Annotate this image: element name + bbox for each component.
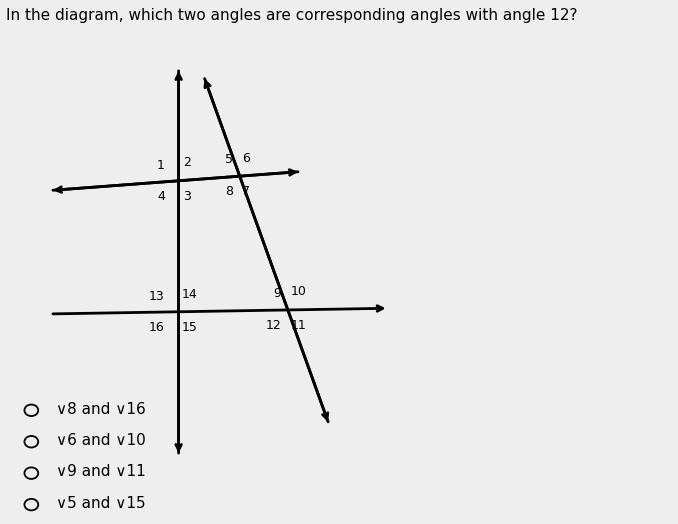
- Text: 16: 16: [149, 321, 165, 334]
- Text: ∨5 and ∨15: ∨5 and ∨15: [56, 496, 146, 511]
- Text: 3: 3: [183, 190, 191, 203]
- Text: 2: 2: [183, 156, 191, 169]
- Text: ∨6 and ∨10: ∨6 and ∨10: [56, 433, 146, 448]
- Text: 7: 7: [243, 185, 250, 199]
- Text: 9: 9: [273, 287, 281, 300]
- Text: 11: 11: [291, 319, 306, 332]
- Text: 5: 5: [225, 153, 233, 166]
- Text: 6: 6: [243, 151, 250, 165]
- Text: 15: 15: [182, 321, 197, 334]
- Text: 1: 1: [157, 159, 165, 171]
- Text: In the diagram, which two angles are corresponding angles with angle 12?: In the diagram, which two angles are cor…: [6, 8, 578, 23]
- Text: 12: 12: [265, 319, 281, 332]
- Text: 13: 13: [149, 290, 165, 302]
- Text: 14: 14: [182, 288, 197, 301]
- Text: 8: 8: [225, 185, 233, 199]
- Text: 10: 10: [291, 286, 306, 299]
- Text: ∨9 and ∨11: ∨9 and ∨11: [56, 464, 146, 479]
- Text: 4: 4: [157, 190, 165, 203]
- Text: ∨8 and ∨16: ∨8 and ∨16: [56, 401, 146, 417]
